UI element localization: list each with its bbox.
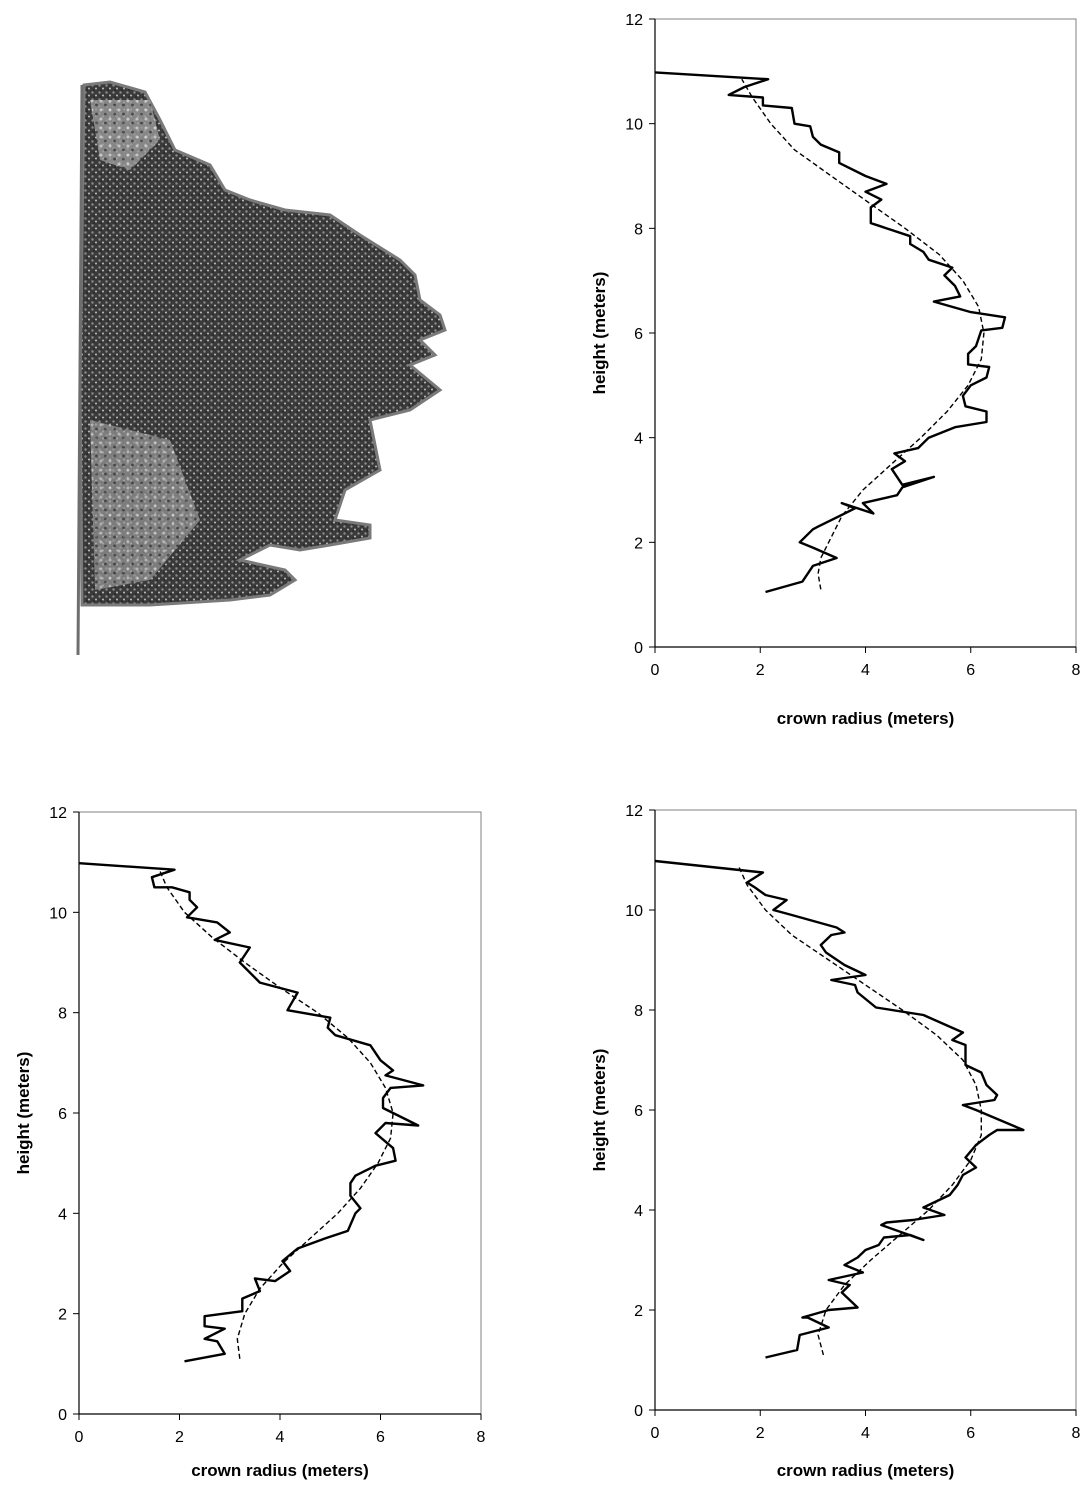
tree-trunk-line <box>76 84 84 656</box>
y-axis-label: height (meters) <box>14 1052 33 1175</box>
y-tick-label: 4 <box>634 1203 643 1220</box>
x-tick-label: 8 <box>1072 1425 1081 1442</box>
x-axis-label: crown radius (meters) <box>777 1461 955 1480</box>
x-tick-label: 6 <box>966 662 975 679</box>
y-tick-label: 2 <box>634 1303 643 1320</box>
y-tick-label: 12 <box>625 12 643 29</box>
y-tick-label: 2 <box>58 1307 67 1324</box>
y-tick-label: 6 <box>634 1103 643 1120</box>
x-tick-label: 4 <box>861 1425 870 1442</box>
y-tick-label: 12 <box>49 805 67 822</box>
y-tick-label: 0 <box>634 640 643 657</box>
x-axis-label: crown radius (meters) <box>777 709 955 728</box>
y-tick-label: 0 <box>58 1407 67 1424</box>
tree-crown-highlight <box>90 100 160 170</box>
plot-area-frame <box>654 18 1077 648</box>
y-tick-label: 4 <box>634 431 643 448</box>
y-tick-label: 6 <box>58 1106 67 1123</box>
x-tick-label: 8 <box>477 1429 486 1446</box>
y-tick-label: 0 <box>634 1403 643 1420</box>
y-axis-label: height (meters) <box>590 1049 609 1172</box>
plot-area-frame <box>654 809 1077 1411</box>
y-tick-label: 4 <box>58 1206 67 1223</box>
x-tick-label: 0 <box>75 1429 84 1446</box>
y-tick-label: 8 <box>58 1006 67 1023</box>
y-tick-label: 8 <box>634 221 643 238</box>
measured-profile-line <box>654 859 1025 1359</box>
y-tick-label: 12 <box>625 803 643 820</box>
x-tick-label: 2 <box>756 662 765 679</box>
chart-1: 0 2 4 6 8 0 2 4 6 8 10 12 crown radius (meters) heigh… <box>590 12 1081 728</box>
x-tick-label: 4 <box>861 662 870 679</box>
y-tick-label: 2 <box>634 535 643 552</box>
fitted-curve-line <box>741 78 985 590</box>
fitted-curve-line <box>158 869 394 1359</box>
x-tick-label: 2 <box>175 1429 184 1446</box>
y-axis-label: height (meters) <box>590 272 609 395</box>
x-tick-label: 4 <box>276 1429 285 1446</box>
tree-crown-highlight-lower <box>90 420 200 590</box>
fitted-curve-line <box>738 867 982 1356</box>
y-tick-label: 6 <box>634 326 643 343</box>
plot-area-frame <box>78 811 482 1415</box>
chart-2: 0 2 4 6 8 0 2 4 6 8 10 12 crown radius (meters) heigh… <box>14 805 486 1480</box>
measured-profile-line <box>78 862 425 1363</box>
measured-profile-line <box>654 71 1007 594</box>
x-tick-label: 6 <box>966 1425 975 1442</box>
y-tick-label: 8 <box>634 1003 643 1020</box>
x-tick-label: 2 <box>756 1425 765 1442</box>
y-tick-label: 10 <box>625 117 643 134</box>
x-tick-label: 0 <box>651 1425 660 1442</box>
tree-crown-image <box>76 80 447 656</box>
y-tick-label: 10 <box>49 905 67 922</box>
y-tick-label: 10 <box>625 903 643 920</box>
chart-3: 0 2 4 6 8 0 2 4 6 8 10 12 crown radius (meters) heigh… <box>590 803 1081 1480</box>
x-tick-label: 6 <box>376 1429 385 1446</box>
x-tick-label: 8 <box>1072 662 1081 679</box>
x-axis-label: crown radius (meters) <box>191 1461 369 1480</box>
x-tick-label: 0 <box>651 662 660 679</box>
